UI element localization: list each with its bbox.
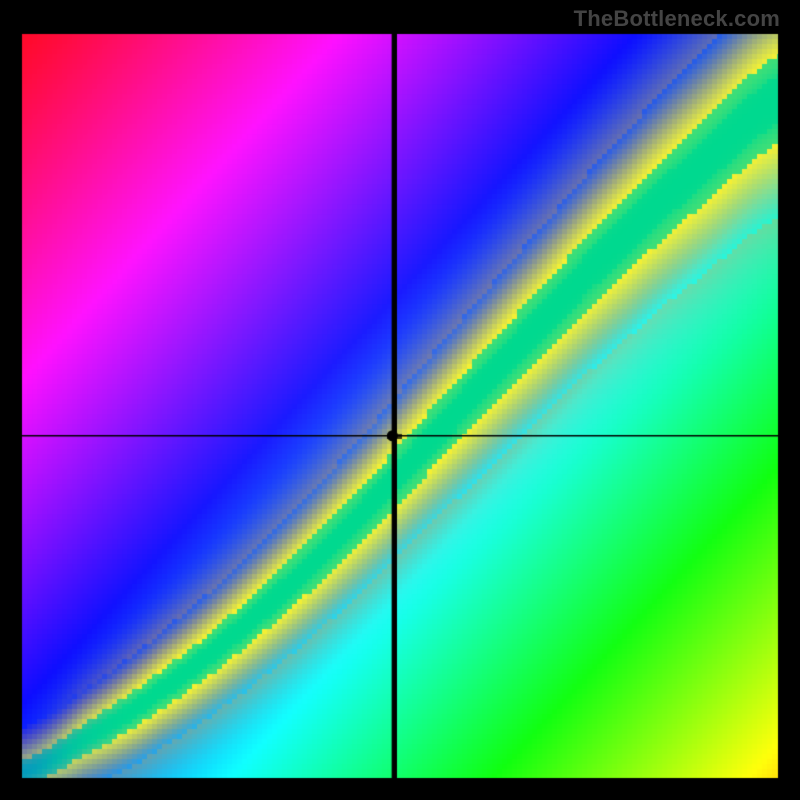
chart-container: TheBottleneck.com xyxy=(0,0,800,800)
bottleneck-heatmap-canvas xyxy=(0,0,800,800)
watermark-text: TheBottleneck.com xyxy=(574,6,780,32)
